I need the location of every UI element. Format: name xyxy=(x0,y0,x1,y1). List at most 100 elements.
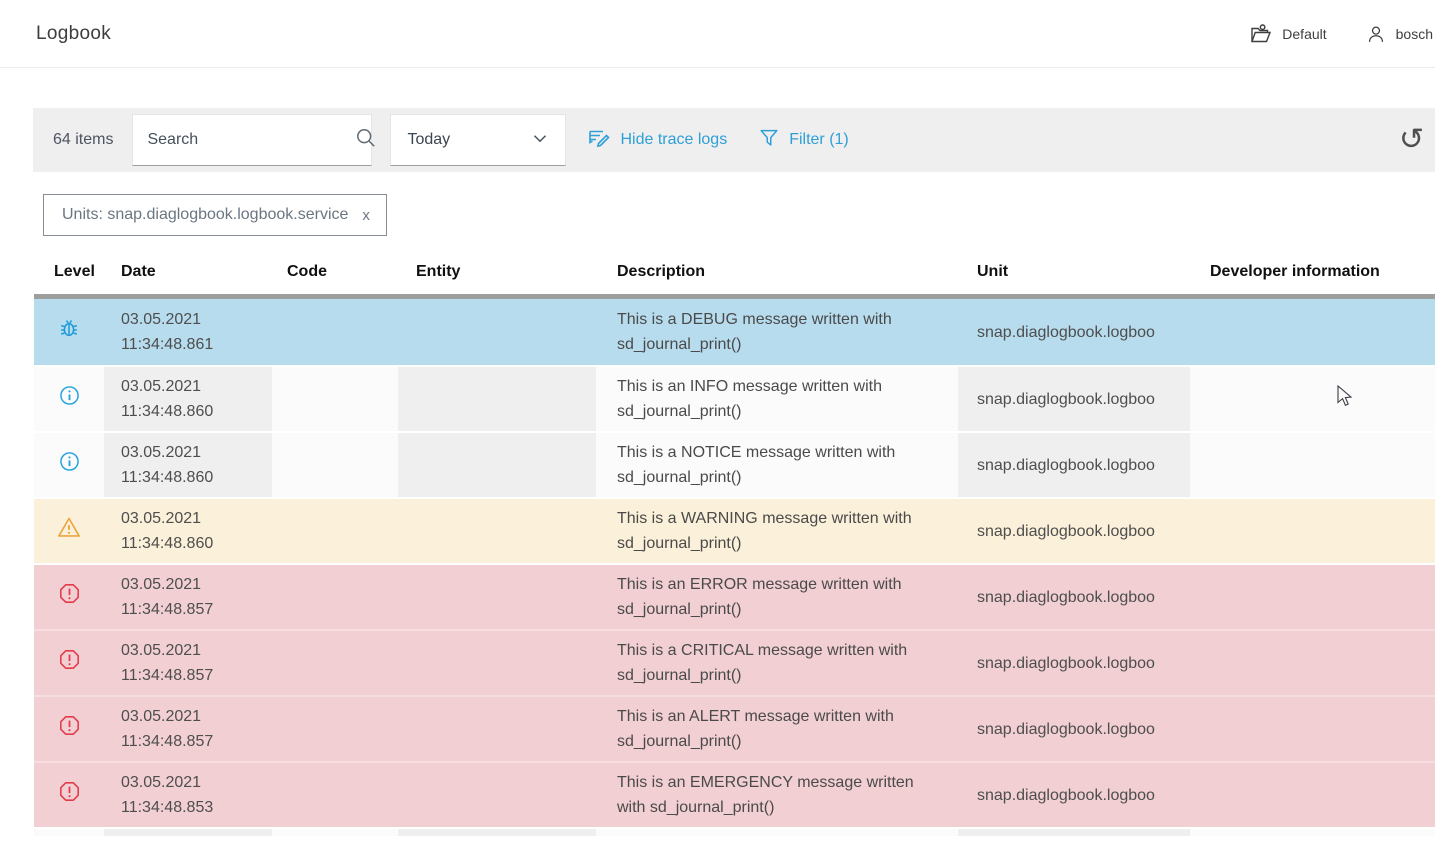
level-cell xyxy=(34,763,104,827)
search-box[interactable] xyxy=(132,114,372,166)
error-icon xyxy=(58,582,81,613)
level-cell xyxy=(34,367,104,431)
user-menu[interactable]: bosch xyxy=(1365,23,1433,45)
developer-information-cell xyxy=(1190,299,1435,365)
search-icon xyxy=(354,126,378,155)
description-cell: This is an ALERT message written with sd… xyxy=(596,697,958,761)
app-bar: Logbook Default bosch xyxy=(0,0,1435,68)
time-range-value: Today xyxy=(407,131,529,149)
page-title: Logbook xyxy=(36,23,111,45)
description-cell: This is a CRITICAL message written with … xyxy=(596,631,958,695)
unit-cell: snap.diaglogbook.logboo xyxy=(958,697,1190,761)
log-table: Level Date Code Entity Description Unit … xyxy=(34,250,1435,836)
date-cell: 03.05.2021 11:34:48.857 xyxy=(104,631,272,695)
table-row[interactable]: 03.05.2021 11:34:48.861 This is a DEBUG … xyxy=(34,299,1435,365)
unit-cell: snap.diaglogbook.logboo xyxy=(958,763,1190,827)
date-cell: 03.05.2021 11:34:48.857 xyxy=(104,697,272,761)
date-cell: 03.05.2021 11:34:48.860 xyxy=(104,499,272,563)
trace-log-icon xyxy=(587,126,611,155)
table-row[interactable]: 03.05.2021 11:34:48.860 This is an INFO … xyxy=(34,365,1435,431)
entity-cell xyxy=(398,763,596,827)
info-icon xyxy=(58,384,81,415)
table-row[interactable]: 03.05.2021 11:34:48.853 This is an EMERG… xyxy=(34,761,1435,827)
error-icon xyxy=(58,714,81,745)
unit-cell: snap.diaglogbook.logboo xyxy=(958,565,1190,629)
toolbar: 64 items Today Hide trace logs xyxy=(33,108,1435,172)
col-header-entity: Entity xyxy=(398,263,596,281)
time-range-select[interactable]: Today xyxy=(390,114,566,166)
unit-cell: snap.diaglogbook.logboo xyxy=(958,299,1190,365)
filter-button[interactable]: Filter (1) xyxy=(758,127,849,154)
table-row-partial[interactable] xyxy=(34,827,1435,836)
col-header-date: Date xyxy=(104,263,272,281)
col-header-level: Level xyxy=(34,263,104,281)
col-header-unit: Unit xyxy=(958,263,1190,281)
description-cell: This is an ERROR message written with sd… xyxy=(596,565,958,629)
table-row[interactable]: 03.05.2021 11:34:48.857 This is an ALERT… xyxy=(34,695,1435,761)
profile-selector[interactable]: Default xyxy=(1249,22,1326,46)
table-header-row: Level Date Code Entity Description Unit … xyxy=(34,250,1435,294)
hide-trace-logs-label: Hide trace logs xyxy=(620,131,727,149)
col-header-developer-information: Developer information xyxy=(1190,263,1435,281)
user-label: bosch xyxy=(1396,26,1433,42)
table-row[interactable]: 03.05.2021 11:34:48.857 This is an ERROR… xyxy=(34,563,1435,629)
error-icon xyxy=(58,648,81,679)
refresh-button[interactable]: ↺ xyxy=(1399,125,1435,155)
entity-cell xyxy=(398,299,596,365)
chevron-down-icon xyxy=(529,127,551,154)
code-cell xyxy=(272,763,398,827)
description-cell: This is an INFO message written with sd_… xyxy=(596,367,958,431)
unit-cell: snap.diaglogbook.logboo xyxy=(958,499,1190,563)
date-cell: 03.05.2021 11:34:48.853 xyxy=(104,763,272,827)
items-count: 64 items xyxy=(53,131,113,149)
refresh-icon: ↺ xyxy=(1399,125,1424,155)
info-icon xyxy=(58,450,81,481)
filter-label: Filter (1) xyxy=(789,131,849,149)
developer-information-cell xyxy=(1190,367,1435,431)
warning-icon xyxy=(57,515,81,547)
description-cell: This is a DEBUG message written with sd_… xyxy=(596,299,958,365)
entity-cell xyxy=(398,367,596,431)
developer-information-cell xyxy=(1190,433,1435,497)
unit-cell: snap.diaglogbook.logboo xyxy=(958,367,1190,431)
code-cell xyxy=(272,631,398,695)
developer-information-cell xyxy=(1190,565,1435,629)
level-cell xyxy=(34,299,104,365)
unit-cell: snap.diaglogbook.logboo xyxy=(958,433,1190,497)
search-input[interactable] xyxy=(147,131,354,149)
date-cell: 03.05.2021 11:34:48.861 xyxy=(104,299,272,365)
level-cell xyxy=(34,697,104,761)
entity-cell xyxy=(398,631,596,695)
code-cell xyxy=(272,367,398,431)
date-cell: 03.05.2021 11:34:48.860 xyxy=(104,433,272,497)
description-cell: This is an EMERGENCY message written wit… xyxy=(596,763,958,827)
hide-trace-logs-button[interactable]: Hide trace logs xyxy=(587,126,727,155)
description-cell: This is a NOTICE message written with sd… xyxy=(596,433,958,497)
col-header-code: Code xyxy=(272,263,398,281)
active-filters-row: Units: snap.diaglogbook.logbook.service … xyxy=(43,194,1435,236)
code-cell xyxy=(272,499,398,563)
filter-chip-close-icon[interactable]: x xyxy=(362,207,370,224)
user-icon xyxy=(1365,23,1387,45)
table-row[interactable]: 03.05.2021 11:34:48.857 This is a CRITIC… xyxy=(34,629,1435,695)
filter-chip-label: Units: snap.diaglogbook.logbook.service xyxy=(62,206,348,224)
entity-cell xyxy=(398,499,596,563)
filter-chip-units[interactable]: Units: snap.diaglogbook.logbook.service … xyxy=(43,194,387,236)
level-cell xyxy=(34,433,104,497)
entity-cell xyxy=(398,565,596,629)
code-cell xyxy=(272,299,398,365)
unit-cell: snap.diaglogbook.logboo xyxy=(958,631,1190,695)
entity-cell xyxy=(398,433,596,497)
entity-cell xyxy=(398,697,596,761)
date-cell: 03.05.2021 11:34:48.857 xyxy=(104,565,272,629)
table-row[interactable]: 03.05.2021 11:34:48.860 This is a WARNIN… xyxy=(34,497,1435,563)
funnel-icon xyxy=(758,127,780,154)
table-row[interactable]: 03.05.2021 11:34:48.860 This is a NOTICE… xyxy=(34,431,1435,497)
code-cell xyxy=(272,565,398,629)
developer-information-cell xyxy=(1190,763,1435,827)
error-icon xyxy=(58,780,81,811)
bug-icon xyxy=(57,316,81,348)
profile-label: Default xyxy=(1282,26,1326,42)
level-cell xyxy=(34,565,104,629)
level-cell xyxy=(34,631,104,695)
